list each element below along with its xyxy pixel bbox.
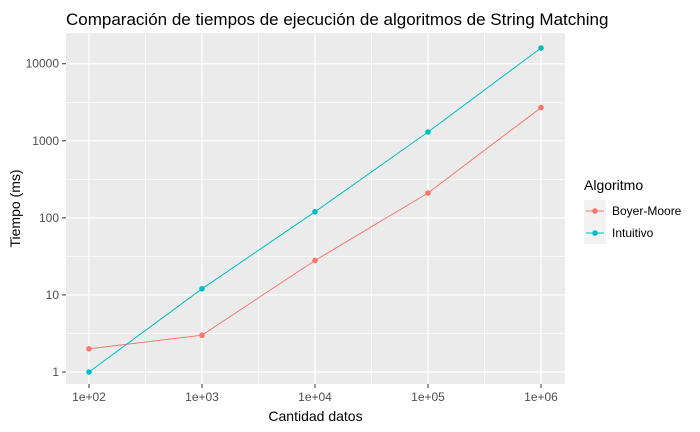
data-point-boyer-moore [312,257,318,264]
data-point-intuitivo [425,129,431,135]
data-point-boyer-moore [199,332,205,339]
y-tick-label: 10 [46,288,60,302]
legend-key-point [592,230,598,236]
legend-key-point [592,208,598,214]
y-tick-label: 1000 [32,134,59,148]
y-axis-ticks: 1 10 100 1000 10000 [26,57,66,379]
x-tick-label: 1e+02 [72,390,106,404]
x-axis-title: Cantidad datos [268,408,362,424]
x-tick-label: 1e+06 [524,390,558,404]
series-boyer-moore [86,104,544,352]
legend-title: Algoritmo [584,177,643,193]
y-tick-label: 1 [52,365,59,379]
data-point-intuitivo [312,208,318,215]
legend-item-intuitivo: Intuitivo [584,222,654,244]
series-intuitivo [86,45,544,375]
x-tick-label: 1e+04 [298,390,332,404]
y-tick-label: 100 [39,211,59,225]
x-tick-label: 1e+05 [411,390,445,404]
data-point-boyer-moore [86,346,92,352]
series-layer [86,45,544,375]
chart-title: Comparación de tiempos de ejecución de a… [66,10,608,29]
data-point-intuitivo [538,45,544,51]
data-point-intuitivo [199,286,205,292]
data-point-boyer-moore [425,190,431,196]
y-tick-label: 10000 [26,57,60,71]
x-axis-ticks: 1e+02 1e+03 1e+04 1e+05 1e+06 [72,384,558,404]
y-axis-title: Tiempo (ms) [7,169,23,247]
x-tick-label: 1e+03 [185,390,219,404]
gridlines [66,33,565,384]
legend-label: Boyer-Moore [612,204,682,218]
legend: Algoritmo Boyer-Moore Intuitivo [584,177,682,244]
legend-item-boyer-moore: Boyer-Moore [584,200,682,222]
data-point-intuitivo [86,369,92,375]
legend-label: Intuitivo [612,226,654,240]
data-point-boyer-moore [538,104,544,111]
